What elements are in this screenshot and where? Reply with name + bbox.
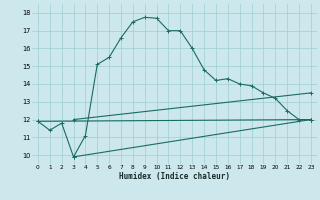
- X-axis label: Humidex (Indice chaleur): Humidex (Indice chaleur): [119, 172, 230, 181]
